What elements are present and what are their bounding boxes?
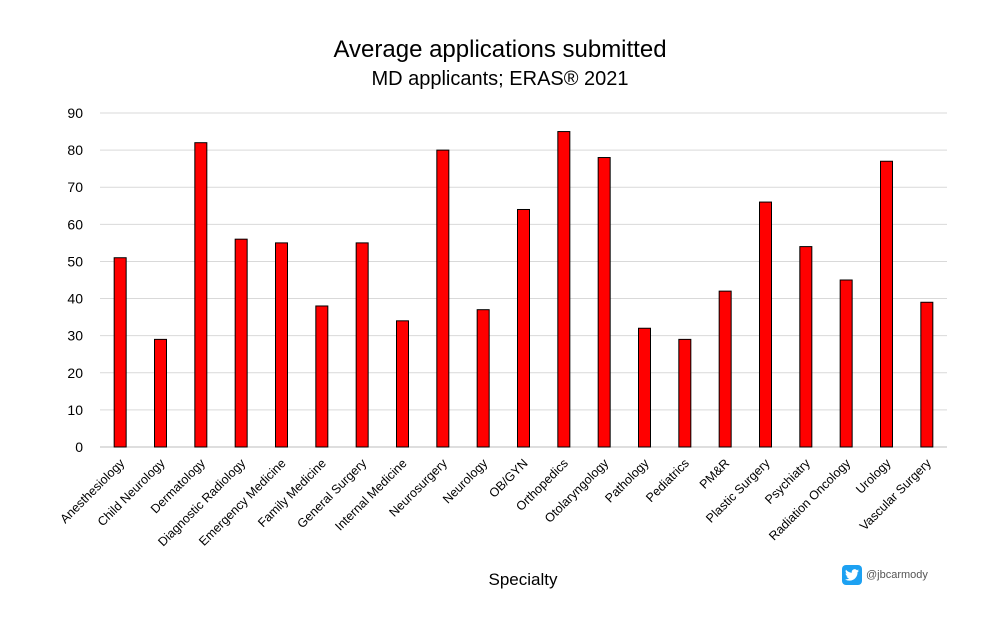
y-tick-label: 30 bbox=[67, 328, 83, 344]
bar bbox=[355, 242, 369, 448]
bar bbox=[476, 309, 490, 448]
bar bbox=[436, 149, 450, 448]
bar bbox=[234, 238, 248, 448]
bar bbox=[396, 320, 409, 448]
bar bbox=[557, 131, 571, 448]
x-tick-label: Neurology bbox=[440, 456, 491, 507]
y-tick-label: 0 bbox=[75, 439, 83, 455]
x-tick-label: Family Medicine bbox=[255, 456, 329, 530]
bar bbox=[315, 305, 329, 448]
x-tick-label: General Surgery bbox=[295, 456, 370, 531]
x-axis-label: Specialty bbox=[489, 570, 558, 589]
bar bbox=[759, 201, 772, 448]
bar bbox=[920, 301, 934, 448]
bar bbox=[275, 242, 288, 448]
chart-title: Average applications submitted bbox=[333, 36, 667, 63]
bar bbox=[638, 327, 651, 448]
y-tick-label: 50 bbox=[67, 253, 83, 269]
bar bbox=[718, 290, 732, 448]
bar bbox=[678, 338, 692, 448]
bars bbox=[113, 131, 934, 448]
y-tick-label: 70 bbox=[67, 179, 83, 195]
y-tick-label: 80 bbox=[67, 142, 83, 158]
bar bbox=[880, 160, 893, 448]
bar bbox=[839, 279, 853, 448]
bar bbox=[597, 157, 611, 448]
y-tick-label: 60 bbox=[67, 216, 83, 232]
chart-subtitle: MD applicants; ERAS® 2021 bbox=[371, 68, 629, 90]
x-tick-label: Pathology bbox=[602, 456, 652, 506]
y-tick-label: 40 bbox=[67, 291, 83, 307]
bar bbox=[194, 142, 208, 448]
y-tick-label: 10 bbox=[67, 402, 83, 418]
bar bbox=[113, 257, 127, 448]
x-tick-label: Internal Medicine bbox=[332, 456, 409, 533]
x-tick-label: Vascular Surgery bbox=[857, 456, 935, 534]
bar bbox=[517, 208, 530, 448]
bar bbox=[154, 338, 167, 448]
y-tick-label: 90 bbox=[67, 105, 83, 121]
bar bbox=[799, 246, 813, 448]
x-tick-label: PM&R bbox=[697, 456, 732, 491]
y-tick-label: 20 bbox=[67, 365, 83, 381]
y-axis-ticks: 0 10 20 30 40 50 60 70 80 90 bbox=[67, 105, 83, 455]
twitter-icon bbox=[842, 565, 862, 585]
x-tick-label: Pediatrics bbox=[643, 456, 692, 505]
credit-handle: @jbcarmody bbox=[866, 569, 928, 581]
x-tick-label: Urology bbox=[853, 456, 894, 497]
credit: @jbcarmody bbox=[842, 565, 928, 585]
